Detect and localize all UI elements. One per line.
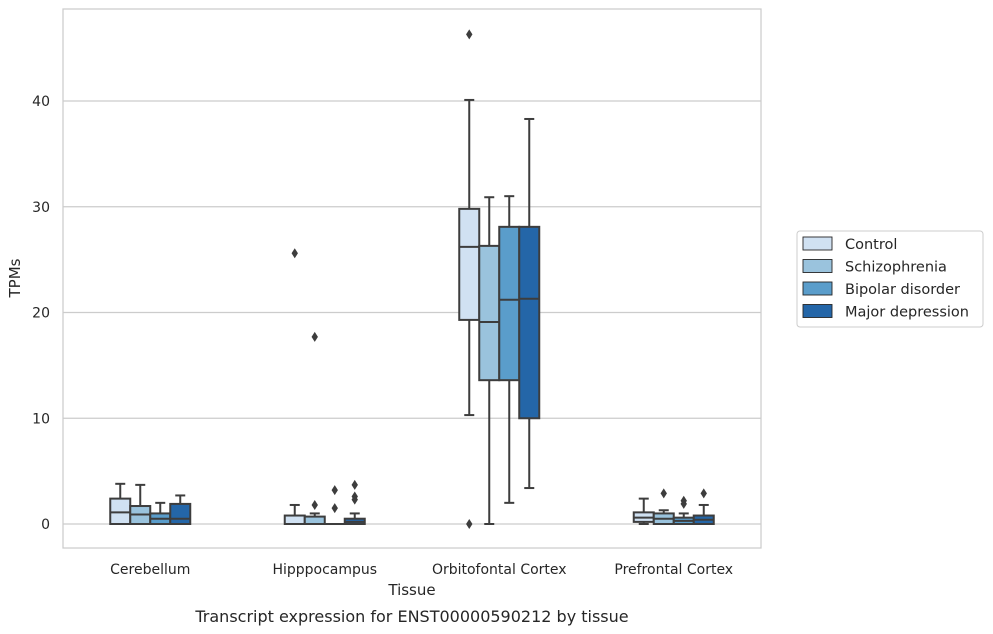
box-body — [478, 244, 501, 382]
box-3-3 — [692, 488, 715, 525]
plot-area — [62, 8, 762, 549]
box-1-1 — [303, 331, 326, 525]
legend-label: Control — [845, 237, 897, 253]
box-body — [303, 515, 326, 525]
box-2-2 — [498, 195, 521, 504]
box-0-3 — [169, 494, 192, 526]
legend-swatch — [802, 259, 833, 273]
y-tick-label: 20 — [32, 306, 50, 322]
legend-swatch — [802, 304, 833, 318]
y-tick-label: 40 — [32, 94, 50, 110]
legend: Control Schizophrenia Bipolar disorder Majo… — [796, 230, 984, 328]
legend-swatch — [802, 236, 833, 251]
outlier-point — [700, 488, 707, 499]
chart-caption: Transcript expression for ENST0000059021… — [194, 607, 628, 626]
box-2-3 — [518, 117, 541, 490]
x-tick-label: Hipppocampus — [272, 562, 377, 578]
y-tick-label: 0 — [41, 517, 50, 533]
box-3-1 — [652, 488, 675, 525]
box-2-0 — [458, 29, 481, 529]
legend-label: Bipolar disorder — [845, 282, 960, 298]
box-body — [283, 514, 306, 525]
outlier-point — [311, 331, 318, 342]
box-body — [498, 225, 521, 382]
legend-label: Schizophrenia — [845, 260, 947, 276]
x-tick-label: Cerebellum — [110, 562, 190, 578]
x-tick-labels: Cerebellum Hipppocampus Orbitofontal Corte… — [110, 562, 733, 578]
box-1-0 — [283, 248, 306, 525]
y-axis-label: TPMs — [6, 258, 24, 298]
box-body — [169, 502, 192, 526]
x-tick-label: Prefrontal Cortex — [614, 562, 733, 578]
box-body — [109, 497, 132, 525]
outlier-point — [311, 499, 318, 510]
box-3-2 — [672, 495, 695, 526]
outlier-point — [466, 519, 473, 529]
box-0-1 — [129, 483, 152, 525]
outlier-point — [660, 488, 667, 499]
outlier-point — [351, 494, 358, 505]
outlier-point — [466, 29, 473, 40]
box-body — [458, 207, 481, 321]
outlier-point — [331, 485, 338, 496]
legend-swatch — [802, 281, 833, 296]
box-1-3 — [343, 479, 366, 526]
outlier-point — [331, 503, 338, 514]
outlier-point — [291, 248, 298, 259]
y-tick-label: 10 — [32, 411, 50, 427]
legend-label: Major depression — [845, 305, 969, 321]
outlier-point — [680, 498, 687, 509]
box-body — [518, 225, 541, 420]
x-axis-label: Tissue — [387, 581, 435, 599]
outlier-point — [351, 479, 358, 490]
box-layer — [109, 29, 715, 529]
x-tick-label: Orbitofontal Cortex — [432, 562, 567, 578]
legend-frame — [796, 230, 984, 328]
y-tick-labels: 0 10 20 30 40 — [32, 94, 50, 533]
y-tick-label: 30 — [32, 200, 50, 216]
